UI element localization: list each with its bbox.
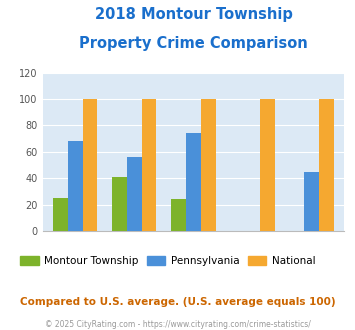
Bar (171, 199, 186, 231)
Bar (127, 157, 142, 231)
Bar (201, 99, 216, 231)
Bar (142, 99, 157, 231)
Bar (319, 99, 334, 231)
Legend: Montour Township, Pennsylvania, National: Montour Township, Pennsylvania, National (16, 252, 320, 270)
Bar (82, 99, 97, 231)
Text: Property Crime Comparison: Property Crime Comparison (79, 36, 308, 51)
Bar (260, 99, 275, 231)
Text: © 2025 CityRating.com - https://www.cityrating.com/crime-statistics/: © 2025 CityRating.com - https://www.city… (45, 320, 310, 329)
Text: 2018 Montour Township: 2018 Montour Township (94, 7, 293, 21)
Bar (53, 198, 68, 231)
Bar (112, 177, 127, 231)
Bar (186, 133, 201, 231)
Bar (304, 172, 319, 231)
Bar (68, 141, 83, 231)
Text: Compared to U.S. average. (U.S. average equals 100): Compared to U.S. average. (U.S. average … (20, 297, 335, 307)
